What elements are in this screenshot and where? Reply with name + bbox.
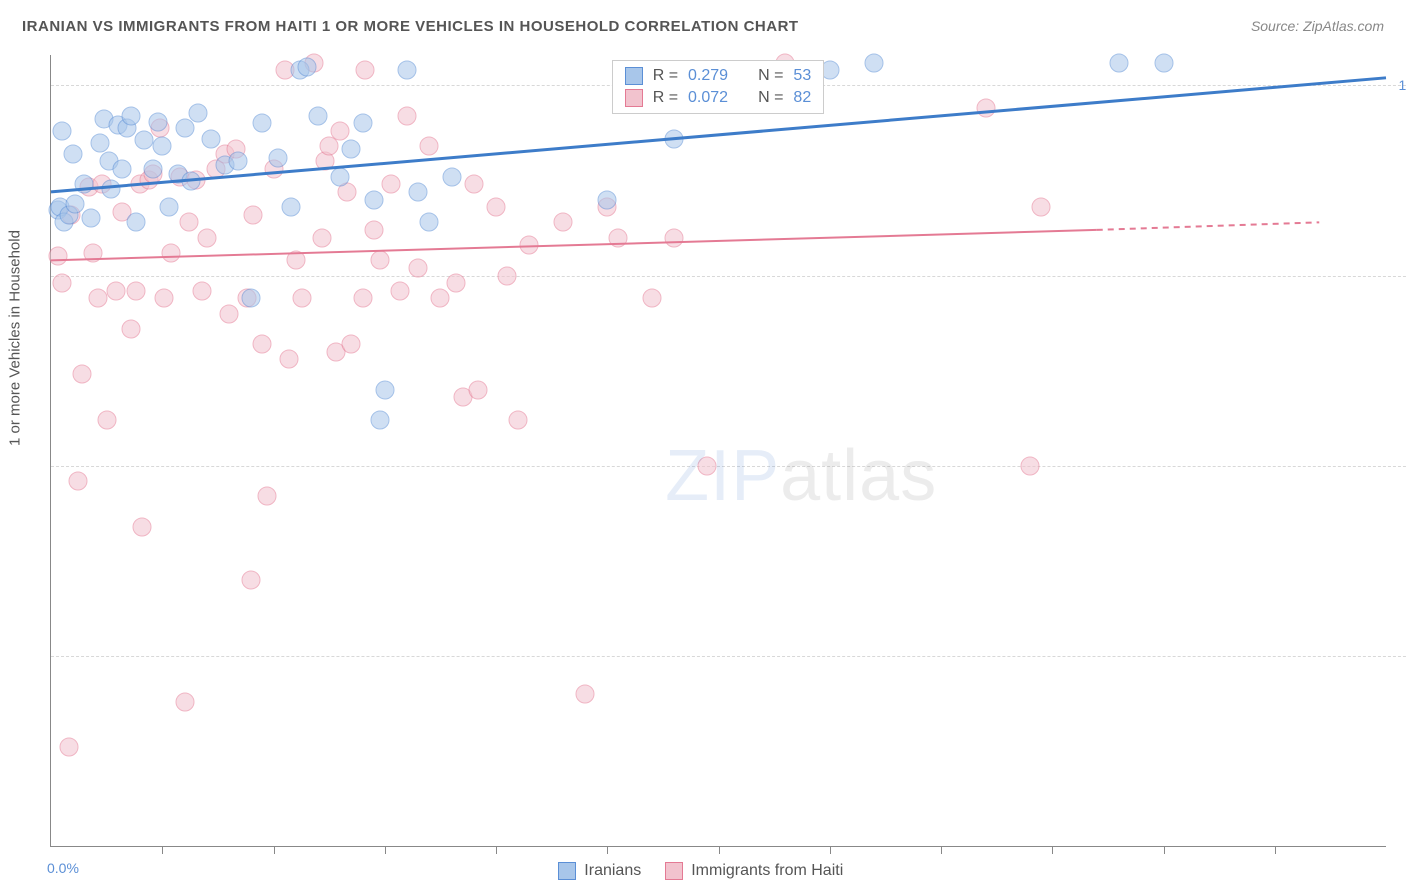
legend-label: Iranians xyxy=(584,862,641,880)
legend-item-iranians: Iranians xyxy=(558,862,641,880)
chart-title: IRANIAN VS IMMIGRANTS FROM HAITI 1 OR MO… xyxy=(22,18,1384,35)
n-value-haiti: 82 xyxy=(793,89,811,107)
series-legend: Iranians Immigrants from Haiti xyxy=(558,862,843,880)
chart-plot-area: 62.5%75.0%87.5%100.0% ZIPatlas R = 0.279… xyxy=(50,55,1386,847)
x-tick xyxy=(719,846,720,854)
trend-line xyxy=(51,230,1097,260)
legend-row-iranians: R = 0.279 N = 53 xyxy=(625,65,812,87)
legend-item-haiti: Immigrants from Haiti xyxy=(665,862,843,880)
x-tick xyxy=(385,846,386,854)
legend-label: Immigrants from Haiti xyxy=(691,862,843,880)
x-tick xyxy=(274,846,275,854)
swatch-icon xyxy=(558,862,576,880)
x-tick xyxy=(496,846,497,854)
n-label: N = xyxy=(758,89,783,107)
x-tick xyxy=(162,846,163,854)
x-tick xyxy=(830,846,831,854)
n-value-iranians: 53 xyxy=(793,67,811,85)
r-label: R = xyxy=(653,67,678,85)
x-axis-min-label: 0.0% xyxy=(47,860,79,876)
swatch-iranians xyxy=(625,67,643,85)
y-tick-label: 100.0% xyxy=(1399,77,1406,93)
x-tick xyxy=(1164,846,1165,854)
trend-line-dashed xyxy=(1097,222,1320,230)
x-tick xyxy=(941,846,942,854)
correlation-legend: R = 0.279 N = 53 R = 0.072 N = 82 xyxy=(612,60,825,114)
r-label: R = xyxy=(653,89,678,107)
trend-lines-layer xyxy=(51,55,1386,846)
source-attribution: Source: ZipAtlas.com xyxy=(1251,18,1384,34)
x-tick xyxy=(1275,846,1276,854)
swatch-haiti xyxy=(625,89,643,107)
n-label: N = xyxy=(758,67,783,85)
y-axis-title: 1 or more Vehicles in Household xyxy=(7,230,24,446)
r-value-haiti: 0.072 xyxy=(688,89,728,107)
x-tick xyxy=(607,846,608,854)
r-value-iranians: 0.279 xyxy=(688,67,728,85)
legend-row-haiti: R = 0.072 N = 82 xyxy=(625,87,812,109)
x-tick xyxy=(1052,846,1053,854)
swatch-icon xyxy=(665,862,683,880)
